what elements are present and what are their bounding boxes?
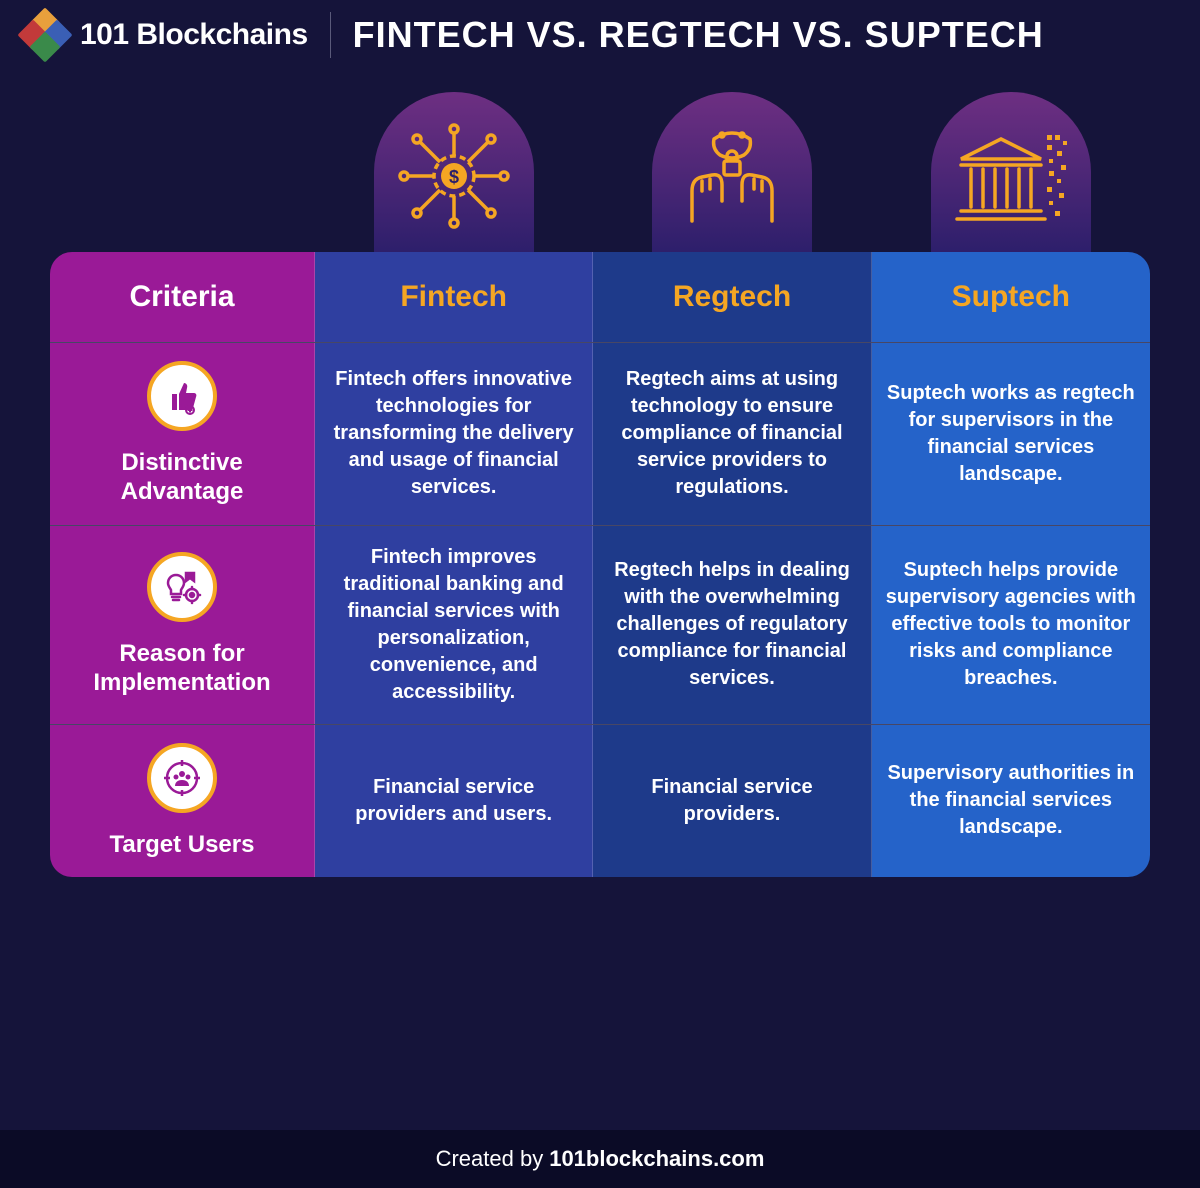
logo-cubes-icon <box>20 12 70 58</box>
page-title: FINTECH VS. REGTECH VS. SUPTECH <box>353 14 1044 56</box>
body-cell: Regtech helps in dealing with the overwh… <box>593 526 871 724</box>
body-cell: Suptech works as regtech for supervisors… <box>872 343 1150 525</box>
infographic-root: 101 Blockchains FINTECH VS. REGTECH VS. … <box>0 0 1200 1188</box>
header-regtech: Regtech <box>593 252 871 342</box>
svg-text:$: $ <box>449 167 459 187</box>
header-bar: 101 Blockchains FINTECH VS. REGTECH VS. … <box>0 0 1200 70</box>
fintech-header-label: Fintech <box>400 280 507 314</box>
criteria-cell: Reason for Implementation <box>50 526 315 724</box>
criteria-header-label: Criteria <box>129 280 234 314</box>
footer-site: 101blockchains.com <box>549 1146 764 1172</box>
regtech-header-label: Regtech <box>673 280 791 314</box>
idea-gear-icon <box>147 552 217 622</box>
dollar-network-icon: $ <box>394 121 514 231</box>
body-cell: Financial service providers. <box>593 725 871 878</box>
body-text: Suptech works as regtech for supervisors… <box>886 380 1136 488</box>
body-cell: Financial service providers and users. <box>315 725 593 878</box>
body-text: Regtech helps in dealing with the overwh… <box>607 557 856 692</box>
comparison-table: Criteria Fintech Regtech Suptech Distinc… <box>50 252 1150 877</box>
brand-block: 101 Blockchains <box>20 12 331 58</box>
body-text: Regtech aims at using technology to ensu… <box>607 366 856 501</box>
table-header-row: Criteria Fintech Regtech Suptech <box>50 252 1150 343</box>
body-text: Financial service providers. <box>607 774 856 828</box>
target-users-icon <box>147 743 217 813</box>
body-cell: Suptech helps provide supervisory agenci… <box>872 526 1150 724</box>
arch-suptech <box>872 85 1150 260</box>
thumbs-up-icon <box>147 361 217 431</box>
arch-row: $ <box>50 85 1150 260</box>
body-text: Supervisory authorities in the financial… <box>886 760 1136 841</box>
table-row: Distinctive Advantage Fintech offers inn… <box>50 343 1150 526</box>
table-row: Target Users Financial service providers… <box>50 725 1150 878</box>
table-row: Reason for Implementation Fintech improv… <box>50 526 1150 725</box>
criteria-label: Reason for Implementation <box>64 640 300 698</box>
header-criteria: Criteria <box>50 252 315 342</box>
body-cell: Fintech offers innovative technologies f… <box>315 343 593 525</box>
header-suptech: Suptech <box>872 252 1150 342</box>
suptech-header-label: Suptech <box>952 280 1070 314</box>
footer-bar: Created by 101blockchains.com <box>0 1130 1200 1188</box>
criteria-cell: Target Users <box>50 725 315 878</box>
arch-fintech: $ <box>315 85 593 260</box>
header-fintech: Fintech <box>315 252 593 342</box>
body-cell: Regtech aims at using technology to ensu… <box>593 343 871 525</box>
arch-regtech <box>593 85 871 260</box>
body-text: Fintech offers innovative technologies f… <box>329 366 578 501</box>
criteria-cell: Distinctive Advantage <box>50 343 315 525</box>
institution-digital-icon <box>951 121 1071 231</box>
body-text: Financial service providers and users. <box>329 774 578 828</box>
body-text: Fintech improves traditional banking and… <box>329 544 578 706</box>
hands-shield-icon <box>672 121 792 231</box>
body-cell: Fintech improves traditional banking and… <box>315 526 593 724</box>
footer-prefix: Created by <box>436 1146 544 1172</box>
body-text: Suptech helps provide supervisory agenci… <box>886 557 1136 692</box>
criteria-label: Distinctive Advantage <box>64 449 300 507</box>
criteria-label: Target Users <box>110 831 255 860</box>
body-cell: Supervisory authorities in the financial… <box>872 725 1150 878</box>
brand-text: 101 Blockchains <box>80 18 308 52</box>
